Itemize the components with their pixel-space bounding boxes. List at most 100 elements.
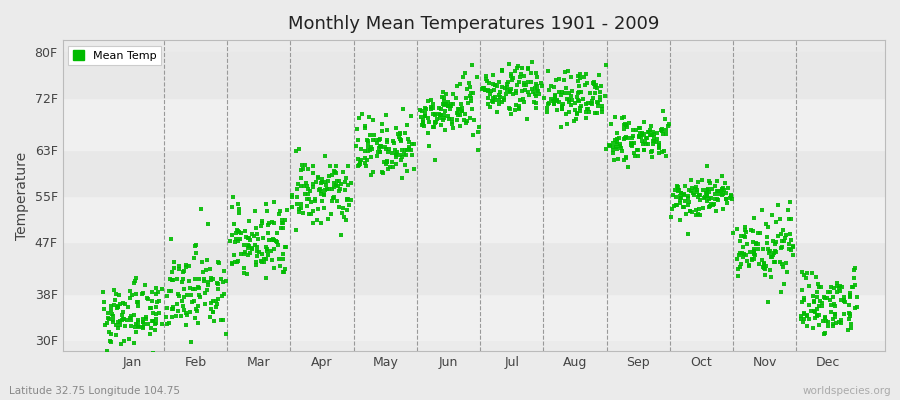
Point — [751, 241, 765, 247]
Point — [492, 94, 507, 100]
Point — [227, 220, 241, 227]
Point — [747, 248, 761, 254]
Point — [595, 103, 609, 109]
Point — [424, 106, 438, 112]
Point — [340, 196, 355, 202]
Point — [118, 301, 132, 307]
Point — [306, 170, 320, 176]
Point — [381, 149, 395, 155]
Point — [204, 306, 219, 312]
Point — [692, 192, 706, 198]
Point — [844, 283, 859, 290]
Point — [358, 160, 373, 166]
Point — [126, 280, 140, 286]
Point — [664, 214, 679, 220]
Point — [802, 283, 816, 290]
Point — [308, 196, 322, 202]
Point — [454, 104, 469, 111]
Point — [428, 112, 443, 118]
Point — [452, 106, 466, 113]
Point — [102, 316, 116, 322]
Point — [244, 245, 258, 251]
Point — [302, 196, 317, 202]
Point — [195, 259, 210, 266]
Point — [145, 317, 159, 324]
Point — [721, 185, 735, 192]
Point — [177, 294, 192, 300]
Point — [807, 299, 822, 306]
Point — [267, 265, 282, 272]
Point — [247, 233, 261, 239]
Point — [118, 323, 132, 330]
Point — [354, 146, 368, 152]
Point — [344, 180, 358, 186]
Point — [583, 90, 598, 96]
Point — [577, 74, 591, 80]
Point — [528, 84, 543, 91]
Point — [646, 129, 661, 136]
Point — [104, 339, 118, 345]
Point — [228, 239, 242, 245]
Point — [749, 240, 763, 246]
Point — [166, 304, 180, 310]
Point — [550, 106, 564, 113]
Point — [684, 177, 698, 183]
Point — [123, 314, 138, 321]
Point — [324, 211, 338, 217]
Point — [516, 64, 530, 71]
Point — [148, 327, 163, 333]
Point — [688, 185, 702, 192]
Point — [569, 116, 583, 122]
Point — [140, 294, 154, 301]
Point — [669, 187, 683, 193]
Point — [530, 83, 544, 90]
Point — [842, 294, 857, 300]
Point — [850, 304, 865, 310]
Point — [509, 88, 524, 95]
Point — [288, 147, 302, 154]
Point — [310, 175, 325, 182]
Point — [184, 299, 199, 305]
Point — [812, 302, 826, 309]
Point — [375, 170, 390, 176]
Point — [131, 324, 146, 330]
Point — [314, 220, 328, 226]
Point — [795, 269, 809, 275]
Point — [310, 174, 325, 180]
Point — [843, 313, 858, 319]
Point — [271, 242, 285, 248]
Point — [374, 143, 388, 149]
Point — [671, 184, 686, 190]
Point — [693, 192, 707, 198]
Point — [104, 307, 118, 314]
Point — [500, 81, 514, 88]
Point — [338, 174, 353, 181]
Point — [450, 112, 464, 118]
Point — [676, 204, 690, 210]
Point — [624, 140, 638, 146]
Point — [638, 138, 652, 145]
Point — [837, 310, 851, 317]
Point — [331, 178, 346, 184]
Point — [745, 257, 760, 263]
Point — [240, 235, 255, 241]
Point — [446, 91, 461, 97]
Point — [494, 66, 508, 73]
Point — [422, 118, 436, 125]
Title: Monthly Mean Temperatures 1901 - 2009: Monthly Mean Temperatures 1901 - 2009 — [288, 15, 660, 33]
Point — [814, 284, 828, 290]
Point — [325, 172, 339, 178]
Point — [562, 96, 576, 103]
Point — [424, 104, 438, 110]
Point — [690, 194, 705, 200]
Point — [572, 108, 587, 114]
Point — [486, 80, 500, 87]
Point — [145, 298, 159, 304]
Point — [578, 82, 592, 88]
Point — [316, 192, 330, 198]
Point — [535, 83, 549, 89]
Point — [304, 211, 319, 217]
Point — [436, 94, 451, 101]
Point — [275, 269, 290, 275]
Point — [421, 114, 436, 121]
